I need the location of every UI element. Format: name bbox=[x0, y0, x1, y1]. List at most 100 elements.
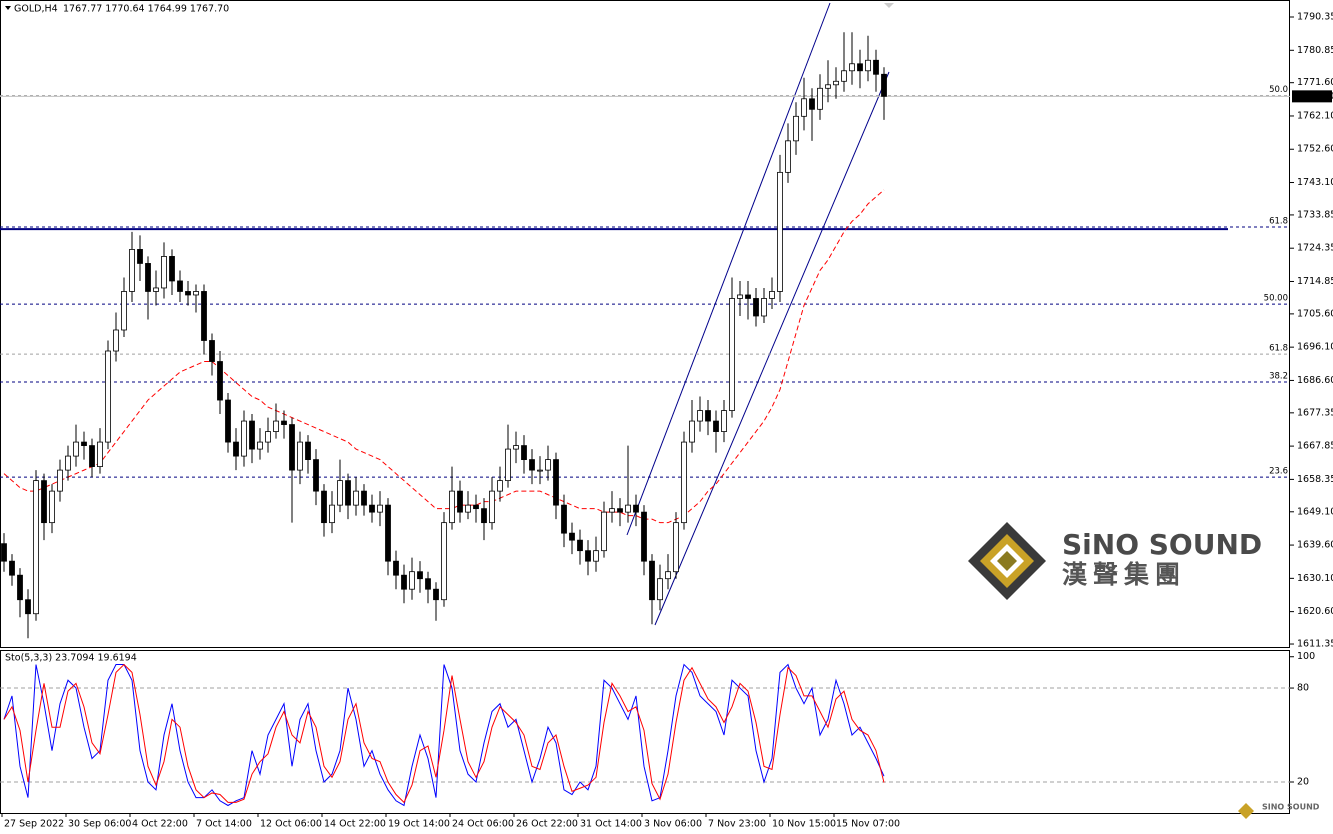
y-tick-label: 1658.35 bbox=[1297, 474, 1333, 485]
logo: SiNO SOUND 漢聲集團 bbox=[968, 522, 1262, 600]
candle-body bbox=[881, 73, 887, 97]
candle-body bbox=[121, 291, 127, 331]
level-label: 23.6 bbox=[1269, 467, 1288, 477]
candle-body bbox=[873, 59, 879, 75]
candle-body bbox=[337, 480, 343, 506]
x-tick-label: 10 Nov 15:00 bbox=[772, 819, 836, 830]
candle-body bbox=[705, 410, 711, 422]
y-tick-label: 1649.10 bbox=[1297, 506, 1333, 517]
candle-body bbox=[521, 445, 527, 460]
x-tick-label: 15 Nov 07:00 bbox=[836, 819, 900, 830]
x-tick-label: 24 Oct 06:00 bbox=[452, 819, 514, 830]
candle-body bbox=[505, 448, 511, 482]
candle-body bbox=[273, 420, 279, 432]
y-tick-label: 1611.35 bbox=[1297, 639, 1333, 650]
candle-body bbox=[817, 87, 823, 110]
candle-body bbox=[545, 459, 551, 471]
logo-chinese: 漢聲集團 bbox=[1062, 560, 1186, 589]
candle-body bbox=[161, 256, 167, 289]
candle-body bbox=[721, 410, 727, 432]
candle-body bbox=[585, 550, 591, 562]
candle-body bbox=[409, 571, 415, 590]
y-tick-label: 1667.85 bbox=[1297, 441, 1333, 452]
candle-body bbox=[57, 469, 63, 492]
candle-body bbox=[593, 550, 599, 562]
y-tick-label: 100 bbox=[1297, 651, 1315, 662]
y-tick-label: 1762.10 bbox=[1297, 110, 1333, 121]
candle-body bbox=[553, 459, 559, 506]
candle-body bbox=[441, 522, 447, 601]
candle-body bbox=[601, 511, 607, 552]
candle-body bbox=[185, 291, 191, 296]
candle-body bbox=[297, 441, 303, 471]
candle-body bbox=[713, 420, 719, 432]
candle-body bbox=[1, 543, 7, 562]
candle-body bbox=[145, 263, 151, 292]
candle-body bbox=[289, 424, 295, 471]
watermark: SINO SOUND bbox=[1262, 803, 1320, 812]
candle-body bbox=[641, 511, 647, 562]
candle-body bbox=[313, 459, 319, 492]
candle-body bbox=[217, 361, 223, 401]
indicator-line bbox=[3, 663, 885, 807]
y-tick-label: 1743.10 bbox=[1297, 177, 1333, 188]
candle-body bbox=[833, 80, 839, 86]
candle-body bbox=[329, 504, 335, 524]
y-tick-label: 1639.60 bbox=[1297, 540, 1333, 551]
candle-body bbox=[769, 291, 775, 299]
candle-body bbox=[241, 420, 247, 457]
candle-body bbox=[369, 504, 375, 513]
candle-body bbox=[497, 480, 503, 492]
candle-body bbox=[457, 490, 463, 513]
candle-body bbox=[849, 63, 855, 72]
channel-lower bbox=[654, 71, 890, 626]
candle-body bbox=[809, 98, 815, 110]
candle-body bbox=[681, 441, 687, 524]
candle-body bbox=[689, 420, 695, 443]
candle-body bbox=[345, 480, 351, 506]
candle-body bbox=[425, 578, 431, 590]
candle-body bbox=[401, 574, 407, 590]
candle-body bbox=[41, 480, 47, 524]
candle-body bbox=[825, 84, 831, 89]
candle-body bbox=[489, 490, 495, 524]
candle-body bbox=[433, 588, 439, 601]
candle-body bbox=[801, 98, 807, 117]
y-tick-label: 1620.60 bbox=[1297, 606, 1333, 617]
y-tick-label: 1752.60 bbox=[1297, 144, 1333, 155]
candle-body bbox=[657, 578, 663, 601]
candle-body bbox=[609, 508, 615, 513]
candle-body bbox=[377, 504, 383, 513]
candle-body bbox=[393, 560, 399, 576]
candle-body bbox=[745, 294, 751, 299]
x-tick-label: 31 Oct 14:00 bbox=[580, 819, 642, 830]
candle-body bbox=[281, 420, 287, 425]
candle-body bbox=[17, 574, 23, 601]
level-label: 50.00 bbox=[1264, 294, 1288, 304]
candle-body bbox=[265, 431, 271, 443]
candle-body bbox=[561, 504, 567, 534]
candle-body bbox=[449, 490, 455, 524]
y-tick-label: 80 bbox=[1297, 683, 1309, 694]
candle-body bbox=[249, 420, 255, 450]
candle-body bbox=[305, 441, 311, 460]
candle-body bbox=[81, 441, 87, 446]
candle-body bbox=[865, 59, 871, 72]
candle-body bbox=[153, 287, 159, 292]
x-tick-label: 7 Oct 14:00 bbox=[196, 819, 252, 830]
candle-body bbox=[473, 504, 479, 510]
level-label: 50.0 bbox=[1269, 85, 1288, 95]
x-tick-label: 27 Sep 2022 bbox=[4, 819, 64, 830]
candle-body bbox=[105, 350, 111, 443]
candle-body bbox=[633, 504, 639, 513]
candle-body bbox=[857, 63, 863, 72]
candle-body bbox=[193, 291, 199, 296]
indicator-title: Sto(5,3,3) 23.7094 19.6194 bbox=[5, 653, 137, 664]
candle-body bbox=[225, 399, 231, 443]
candle-body bbox=[257, 441, 263, 450]
candle-body bbox=[385, 504, 391, 562]
candle-body bbox=[569, 532, 575, 541]
candle-body bbox=[665, 571, 671, 580]
y-tick-label: 1677.35 bbox=[1297, 407, 1333, 418]
